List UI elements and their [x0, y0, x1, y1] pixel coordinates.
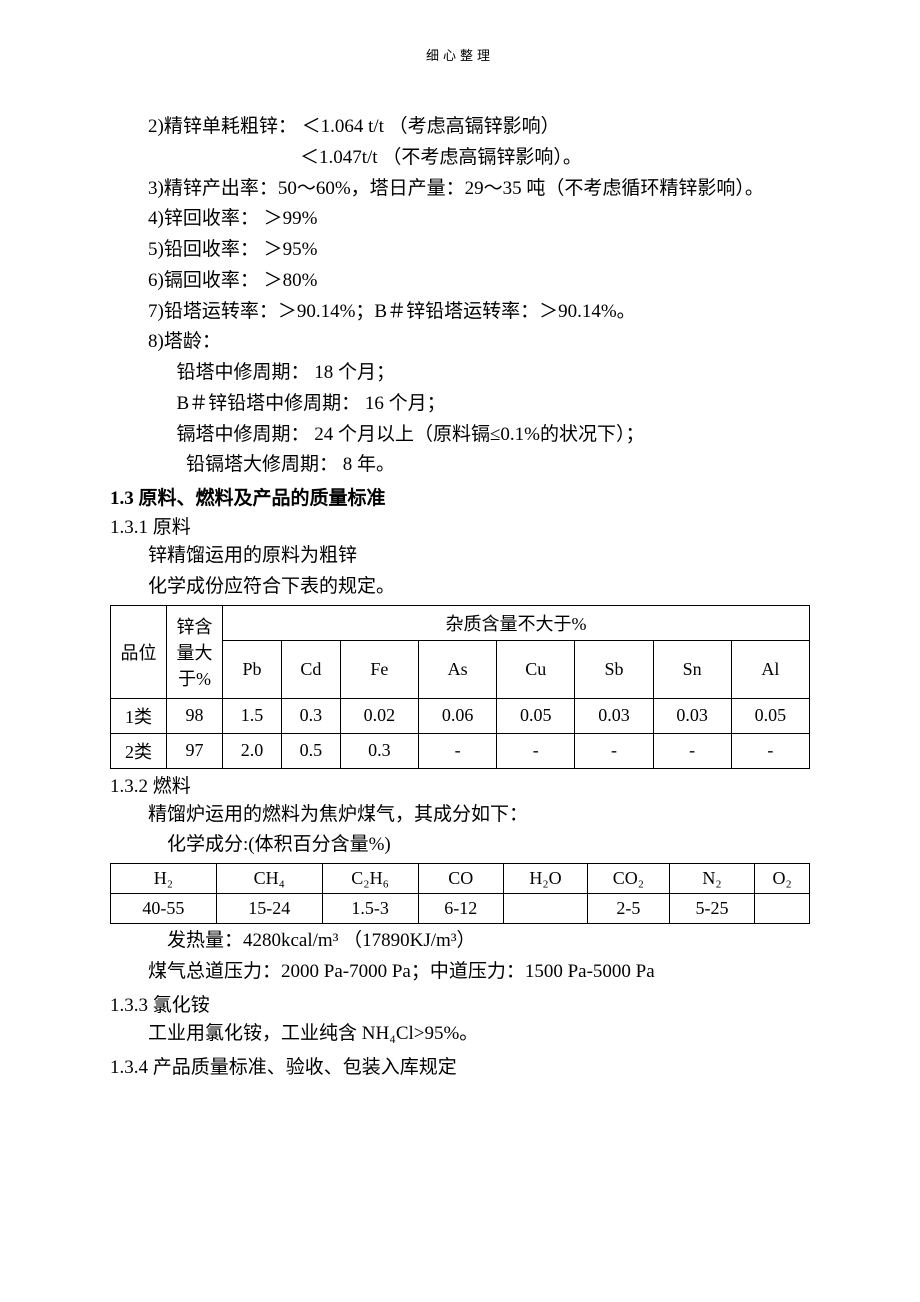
col-fe: Fe [340, 640, 418, 698]
col-pinwei: 品位 [111, 605, 167, 698]
heading-1-3: 1.3 原料、燃料及产品的质量标准 [110, 483, 810, 510]
cell [755, 894, 810, 924]
cell: 0.05 [731, 698, 809, 733]
col-co: CO [418, 864, 504, 894]
cell: 0.06 [419, 698, 497, 733]
line-6: 6)镉回收率： ＞80% [110, 266, 810, 297]
heading-1-3-4: 1.3.4 产品质量标准、验收、包装入库规定 [110, 1052, 810, 1079]
table-row: 40-55 15-24 1.5-3 6-12 2-5 5-25 [111, 894, 810, 924]
cell: - [653, 733, 731, 768]
col-cu: Cu [497, 640, 575, 698]
line-2: 2)精锌单耗粗锌： ＜1.064 t/t （考虑高镉锌影响） [110, 112, 810, 143]
line-10: B＃锌铅塔中修周期： 16 个月； [110, 389, 810, 420]
col-zinc: 锌含量大于% [167, 605, 223, 698]
cell: - [731, 733, 809, 768]
cell: 6-12 [418, 894, 504, 924]
cell: 0.3 [281, 698, 340, 733]
line-2b: ＜1.047t/t （不考虑高镉锌影响）。 [110, 143, 810, 174]
heading-1-3-3: 1.3.3 氯化铵 [110, 990, 810, 1017]
cell: 0.03 [653, 698, 731, 733]
line-132c: 发热量：4280kcal/m³ （17890KJ/m³） [110, 926, 810, 957]
cell: 0.5 [281, 733, 340, 768]
cell: 40-55 [111, 894, 217, 924]
line-3: 3)精锌产出率：50～60%，塔日产量：29～35 吨（不考虑循环精锌影响）。 [110, 174, 810, 205]
col-al: Al [731, 640, 809, 698]
cell: - [497, 733, 575, 768]
table-row: 1类 98 1.5 0.3 0.02 0.06 0.05 0.03 0.03 0… [111, 698, 810, 733]
col-co2: CO₂ [588, 864, 670, 894]
cell: 0.3 [340, 733, 418, 768]
line-4: 4)锌回收率： ＞99% [110, 204, 810, 235]
col-o2: O₂ [755, 864, 810, 894]
cell: 1类 [111, 698, 167, 733]
line-8: 8)塔龄： [110, 327, 810, 358]
col-h2o: H₂O [504, 864, 588, 894]
cell: - [575, 733, 653, 768]
line-9: 铅塔中修周期： 18 个月； [110, 358, 810, 389]
col-impurity-header: 杂质含量不大于% [223, 605, 810, 640]
cell: 0.02 [340, 698, 418, 733]
table-row: 2类 97 2.0 0.5 0.3 - - - - - [111, 733, 810, 768]
col-c2h6: C₂H₆ [322, 864, 418, 894]
col-cd: Cd [281, 640, 340, 698]
line-132b: 化学成分:(体积百分含量%) [110, 830, 810, 861]
line-133a: 工业用氯化铵，工业纯含 NH₄Cl>95%。 [110, 1019, 810, 1050]
cell: 2-5 [588, 894, 670, 924]
cell: 1.5 [223, 698, 282, 733]
line-5: 5)铅回收率： ＞95% [110, 235, 810, 266]
page-header: 细心整理 [110, 45, 810, 64]
col-n2: N₂ [669, 864, 755, 894]
line-131a: 锌精馏运用的原料为粗锌 [110, 541, 810, 572]
page: 细心整理 2)精锌单耗粗锌： ＜1.064 t/t （考虑高镉锌影响） ＜1.0… [0, 0, 920, 1302]
cell: 5-25 [669, 894, 755, 924]
cell: 15-24 [216, 894, 322, 924]
col-h2: H₂ [111, 864, 217, 894]
line-7: 7)铅塔运转率：＞90.14%；B＃锌铅塔运转率：＞90.14%。 [110, 297, 810, 328]
col-as: As [419, 640, 497, 698]
line-132d: 煤气总道压力：2000 Pa-7000 Pa；中道压力：1500 Pa-5000… [110, 957, 810, 988]
raw-material-table: 品位 锌含量大于% 杂质含量不大于% Pb Cd Fe As Cu Sb Sn … [110, 605, 810, 769]
cell: 1.5-3 [322, 894, 418, 924]
col-ch4: CH₄ [216, 864, 322, 894]
fuel-gas-table: H₂ CH₄ C₂H₆ CO H₂O CO₂ N₂ O₂ 40-55 15-24… [110, 863, 810, 924]
cell: 2.0 [223, 733, 282, 768]
col-sn: Sn [653, 640, 731, 698]
cell: 2类 [111, 733, 167, 768]
cell [504, 894, 588, 924]
line-12: 铅镉塔大修周期： 8 年。 [110, 450, 810, 481]
heading-1-3-1: 1.3.1 原料 [110, 512, 810, 539]
heading-1-3-2: 1.3.2 燃料 [110, 771, 810, 798]
cell: 0.03 [575, 698, 653, 733]
col-sb: Sb [575, 640, 653, 698]
line-11: 镉塔中修周期： 24 个月以上（原料镉≤0.1%的状况下）； [110, 420, 810, 451]
cell: 97 [167, 733, 223, 768]
cell: - [419, 733, 497, 768]
cell: 0.05 [497, 698, 575, 733]
col-pb: Pb [223, 640, 282, 698]
line-131b: 化学成份应符合下表的规定。 [110, 572, 810, 603]
line-132a: 精馏炉运用的燃料为焦炉煤气，其成分如下： [110, 800, 810, 831]
cell: 98 [167, 698, 223, 733]
